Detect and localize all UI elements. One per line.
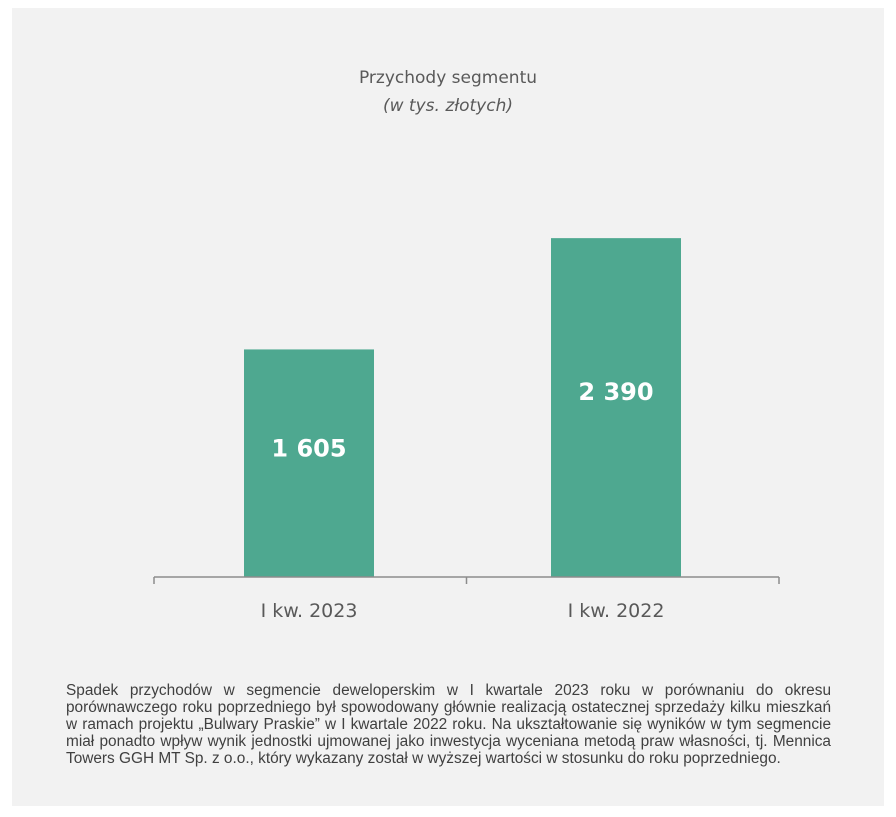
bar-value-label-2: 2 390 (578, 378, 653, 406)
chart-note: Spadek przychodów w segmencie dewelopers… (66, 682, 831, 767)
x-tick-label-1: I kw. 2023 (261, 600, 358, 622)
bar-1 (244, 349, 374, 577)
x-tick-label-2: I kw. 2022 (568, 600, 665, 622)
bar-2 (551, 238, 681, 577)
chart-title: Przychody segmentu (358, 68, 538, 88)
chart-panel (12, 8, 884, 806)
chart-subtitle: (w tys. złotych) (382, 96, 513, 116)
bar-value-label-1: 1 605 (271, 434, 346, 462)
